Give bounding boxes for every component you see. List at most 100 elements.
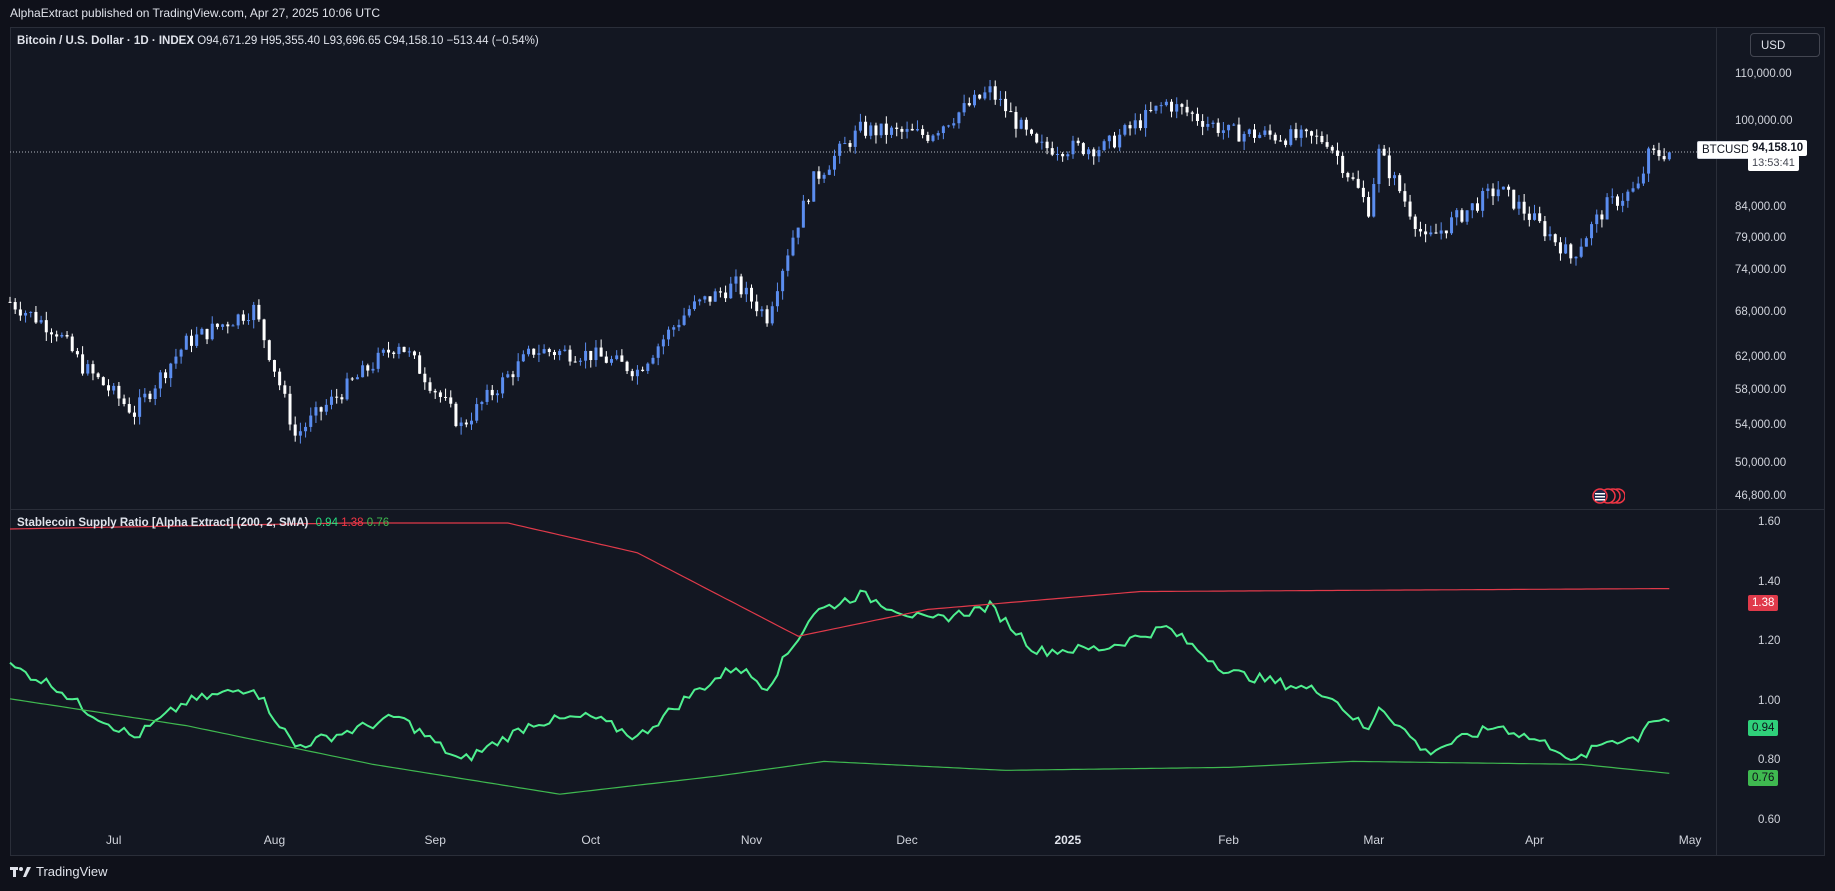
publisher-bar: AlphaExtract published on TradingView.co… — [0, 0, 1835, 27]
candle-body — [470, 420, 474, 425]
candle-body — [1486, 188, 1490, 192]
candle-body — [708, 296, 712, 302]
candle-body — [558, 350, 562, 356]
candle-body — [1450, 217, 1454, 234]
candle-body — [324, 404, 328, 412]
candle-body — [993, 86, 997, 100]
candle-body — [957, 112, 961, 124]
candle-body — [827, 169, 831, 175]
chart-frame[interactable] — [10, 27, 1825, 856]
candle-body — [480, 401, 484, 405]
candle-body — [1398, 175, 1402, 192]
candle-body — [1481, 191, 1485, 211]
candle-body — [1434, 232, 1438, 234]
candle-body — [1284, 140, 1288, 145]
candle-body — [1273, 134, 1277, 141]
candle-body — [1455, 210, 1459, 218]
candle-body — [1667, 152, 1671, 160]
candle-body — [692, 301, 696, 310]
candle-body — [1579, 246, 1583, 257]
events-marker-group[interactable] — [1585, 488, 1625, 504]
candle-body — [890, 127, 894, 135]
candle-body — [1475, 203, 1479, 211]
price-axis-tick: 84,000.00 — [1735, 201, 1787, 214]
footer-brand[interactable]: TradingView — [10, 864, 108, 879]
candle-body — [1662, 156, 1666, 160]
candle-body — [1325, 142, 1329, 147]
candle-body — [1470, 203, 1474, 211]
candle-body — [750, 287, 754, 302]
indicator-title[interactable]: Stablecoin Supply Ratio [Alpha Extract] … — [17, 517, 309, 529]
candle-body — [1081, 143, 1085, 155]
candle-body — [1268, 130, 1272, 135]
candle-body — [506, 374, 510, 378]
candle-body — [1657, 150, 1661, 157]
candle-body — [319, 407, 323, 412]
candle-body — [978, 94, 982, 99]
candle-body — [661, 339, 665, 347]
candle-body — [438, 392, 442, 397]
footer-brand-text: TradingView — [36, 864, 108, 879]
time-axis-tick: Sep — [424, 833, 446, 847]
candle-body — [86, 364, 90, 374]
time-axis-tick: Dec — [896, 833, 918, 847]
candle-body — [1087, 149, 1091, 155]
candle-body — [1066, 154, 1070, 157]
candle-body — [44, 320, 48, 333]
candle-body — [366, 365, 370, 371]
time-axis-tick: Jul — [106, 833, 122, 847]
candle-body — [1615, 196, 1619, 206]
candle-body — [1424, 231, 1428, 235]
candle-body — [646, 363, 650, 371]
candle-body — [148, 393, 152, 399]
candle-body — [433, 390, 437, 393]
currency-button[interactable]: USD — [1750, 33, 1820, 57]
candle-body — [573, 361, 577, 363]
candle-body — [70, 336, 74, 352]
candle-body — [1460, 210, 1464, 222]
candle-body — [164, 372, 168, 379]
candle-body — [428, 382, 432, 391]
candle-body — [153, 388, 157, 399]
time-axis-tick: May — [1678, 833, 1702, 847]
time-axis-tick: Mar — [1363, 833, 1385, 847]
candle-body — [1045, 141, 1049, 149]
candle-body — [926, 134, 930, 141]
time-axis-tick: Feb — [1218, 833, 1239, 847]
symbol-title[interactable]: Bitcoin / U.S. Dollar · 1D · INDEX — [17, 35, 194, 47]
candle-body — [1548, 234, 1552, 237]
candle-body — [884, 123, 888, 135]
price-axis-tick: 62,000.00 — [1735, 351, 1787, 364]
candle-body — [210, 323, 214, 340]
candle-body — [1014, 111, 1018, 129]
pane-separator[interactable] — [10, 509, 1825, 510]
candle-body — [459, 422, 463, 427]
candle-body — [236, 314, 240, 326]
candle-body — [635, 369, 639, 377]
candle-body — [283, 385, 287, 394]
upper-band-line — [9, 522, 1670, 637]
candle-body — [832, 155, 836, 170]
ssr-badge: 0.94 — [1748, 720, 1779, 736]
candle-body — [1154, 105, 1158, 111]
candle-body — [1164, 101, 1168, 106]
candle-body — [257, 304, 261, 320]
candle-body — [1439, 230, 1443, 234]
candle-body — [24, 312, 28, 316]
candle-body — [1299, 129, 1303, 138]
candle-body — [1382, 148, 1386, 156]
ohlc-high: H95,355.40 — [260, 35, 320, 47]
indicator-axis-tick: 1.60 — [1758, 516, 1781, 528]
candle-body — [1377, 148, 1381, 185]
main-legend: Bitcoin / U.S. Dollar · 1D · INDEX O94,6… — [17, 35, 539, 47]
candle-body — [760, 309, 764, 312]
candle-body — [1216, 122, 1220, 133]
candle-body — [247, 320, 251, 322]
last-price-badge: 94,158.10 — [1748, 140, 1808, 156]
candle-body — [475, 404, 479, 421]
candle-body — [454, 403, 458, 427]
candle-body — [905, 128, 909, 132]
candle-body — [724, 292, 728, 299]
candle-body — [1263, 130, 1267, 135]
